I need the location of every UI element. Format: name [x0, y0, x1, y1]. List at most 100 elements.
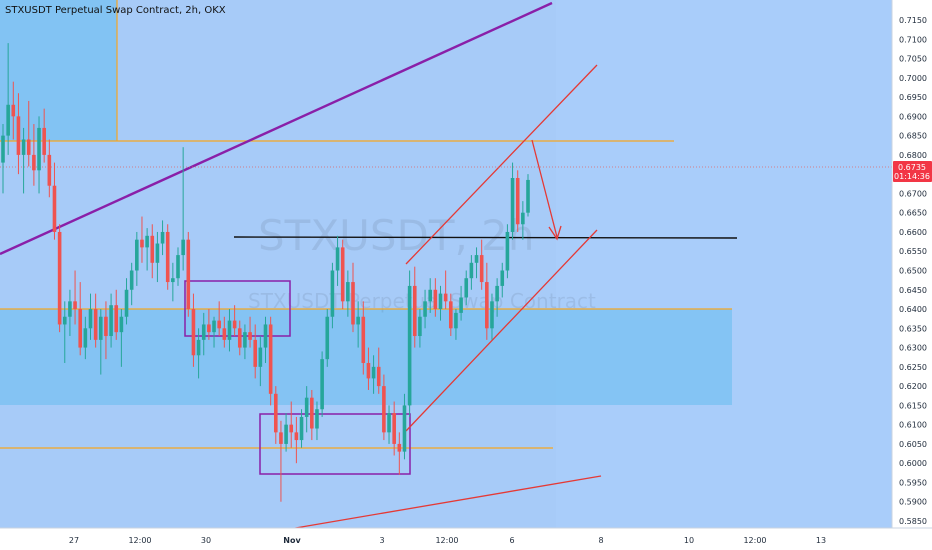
price-tick-label: 0.5900 [899, 498, 927, 507]
candle-body [459, 297, 463, 313]
candle [52, 162, 57, 240]
consolidation-box[interactable] [184, 280, 291, 337]
candle [32, 124, 36, 186]
candle [356, 301, 360, 348]
candle-body [135, 239, 139, 271]
candle-body [232, 320, 237, 329]
price-tick-label: 0.6850 [899, 132, 927, 141]
candle [526, 174, 530, 217]
candle-body [279, 432, 283, 444]
candle-body [330, 270, 335, 317]
candle [232, 305, 237, 337]
price-tick-label: 0.6000 [899, 459, 927, 468]
price-tick-label: 0.6300 [899, 344, 927, 353]
purple-trend-line[interactable] [0, 1, 553, 256]
candle [392, 401, 396, 456]
candle-body [243, 332, 247, 348]
candle-body [222, 328, 227, 340]
price-tick-label: 0.6350 [899, 324, 927, 333]
candle [273, 386, 278, 444]
candle-body [382, 386, 386, 433]
candle [500, 262, 505, 298]
projection-arrow-line [531, 139, 558, 238]
candle [371, 355, 376, 394]
candle [387, 405, 391, 444]
time-axis[interactable] [0, 528, 932, 550]
time-tick-label: 27 [69, 536, 79, 545]
candle [402, 393, 407, 460]
time-axis-ticks: 27 12:00 30 Nov 3 12:00 6 8 10 12:00 13 [69, 536, 826, 545]
candle-body [62, 316, 67, 325]
channel-lower-line[interactable] [405, 229, 598, 432]
price-axis[interactable] [892, 0, 932, 528]
candle [201, 312, 206, 356]
candle [109, 293, 113, 348]
candle [165, 224, 170, 290]
candle-body [479, 255, 484, 283]
long-term-support-line[interactable] [271, 475, 602, 533]
candle [237, 320, 242, 356]
candle-body [207, 324, 211, 333]
candle [114, 289, 119, 340]
candle-body [57, 231, 62, 325]
candle-body [176, 255, 180, 279]
price-tick-label: 0.7000 [899, 74, 927, 83]
candle [196, 328, 201, 379]
candle-body [366, 362, 371, 379]
candle [464, 270, 469, 306]
channel-upper-line[interactable] [405, 64, 598, 265]
candle [227, 309, 232, 352]
candle [119, 309, 124, 367]
candle-body [155, 243, 160, 263]
time-tick-label: 12:00 [435, 536, 458, 545]
candle [423, 289, 427, 329]
time-tick-label: 10 [684, 536, 694, 545]
candle [495, 278, 499, 317]
candle [510, 162, 515, 240]
price-tick-label: 0.6800 [899, 151, 927, 160]
time-tick-label: 12:00 [743, 536, 766, 545]
candle [68, 289, 72, 337]
candle [253, 324, 258, 379]
candle [62, 301, 67, 363]
candle [335, 235, 340, 286]
candle-body [37, 127, 41, 171]
candle-body [73, 301, 77, 310]
price-tick-label: 0.6600 [899, 228, 927, 237]
bottom-accumulation-box[interactable] [259, 413, 411, 475]
candle [1, 124, 5, 194]
chart-title: STXUSDT Perpetual Swap Contract, 2h, OKX [5, 5, 226, 16]
candle-body [515, 178, 520, 225]
candle-body [495, 285, 499, 302]
candle [299, 409, 304, 448]
candle [469, 255, 474, 290]
candle [263, 316, 268, 363]
candle-body [6, 104, 10, 136]
candle-body [201, 324, 206, 340]
candle-body [392, 413, 396, 444]
candle [443, 270, 448, 310]
candle [21, 127, 26, 194]
breakout-level-line[interactable] [233, 236, 738, 239]
candle [315, 401, 319, 441]
candle [412, 266, 417, 348]
candle-body [145, 235, 149, 248]
candle [78, 282, 83, 356]
candle-body [21, 139, 26, 155]
time-tick-label: Nov [283, 536, 301, 545]
candle-body [469, 262, 474, 279]
candle [515, 170, 520, 232]
price-tick-label: 0.5850 [899, 517, 927, 526]
candle-body [335, 247, 340, 271]
candle [145, 228, 149, 271]
candle-body [1, 135, 5, 163]
candle [268, 316, 273, 406]
candle [160, 220, 165, 256]
candle [284, 413, 288, 452]
candle [47, 139, 52, 198]
candle [16, 93, 21, 175]
candle-body [114, 305, 119, 333]
candle-body [47, 154, 52, 186]
candle-body [490, 301, 494, 329]
